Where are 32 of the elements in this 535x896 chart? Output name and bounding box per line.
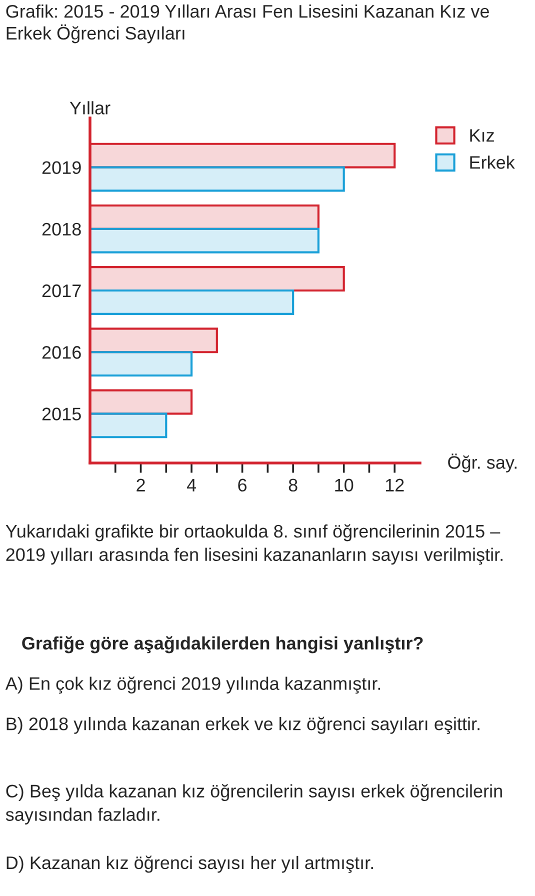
legend-label: Kız: [470, 129, 494, 142]
bar: [90, 289, 294, 315]
bar: [90, 412, 168, 438]
y-tick-label: 2017: [42, 284, 81, 298]
x-tick-label: 2: [136, 478, 145, 492]
bar: [90, 228, 320, 254]
y-tick-label: 2018: [42, 222, 81, 236]
text: D) Kazanan kız öğrenci sayısı her yıl artmıştır.: [6, 856, 373, 873]
chart-title: Grafik: 2015 - 2019 Yılları Arası Fen Lisesini Kazanan Kız ve Erkek Öğrenci Sayıları: [6, 4, 489, 44]
bar: [90, 204, 320, 230]
text: C) Beş yılda kazanan kız öğrencilerin sayısı erkek öğrencilerin sayısından fazladır.: [6, 784, 502, 825]
x-tick-label: 10: [335, 478, 354, 492]
y-axis-title: Yıllar: [70, 101, 110, 114]
text: A) En çok kız öğrenci 2019 yılında kazanmıştır.: [5, 676, 380, 694]
x-tick-label: 8: [288, 478, 298, 492]
y-tick-label: 2015: [42, 408, 81, 420]
bar: [90, 389, 193, 415]
legend-label: Erkek: [470, 156, 515, 169]
bar: [90, 142, 396, 168]
bar: [90, 166, 345, 192]
y-tick-label: 2016: [42, 346, 81, 359]
x-tick-label: 12: [386, 478, 404, 492]
text: Yukarıdaki grafikte bir ortaokulda 8. sınıf öğrencilerinin 2015 – 2019 yılları arasında fen lisesini kazananların sayısı verilmiştir.: [6, 524, 502, 565]
x-axis-title: Öğr. say.: [448, 454, 517, 472]
x-tick-label: 6: [238, 478, 247, 492]
bar: [90, 328, 218, 354]
text: B) 2018 yılında kazanan erkek ve kız öğrenci sayıları eşittir.: [6, 716, 480, 734]
bar: [90, 351, 193, 377]
y-tick-label: 2019: [42, 161, 81, 174]
x-tick-label: 4: [186, 478, 196, 492]
bar: [90, 266, 345, 292]
text: Grafiğe göre aşağıdakilerden hangisi yanlıştır?: [22, 636, 423, 654]
